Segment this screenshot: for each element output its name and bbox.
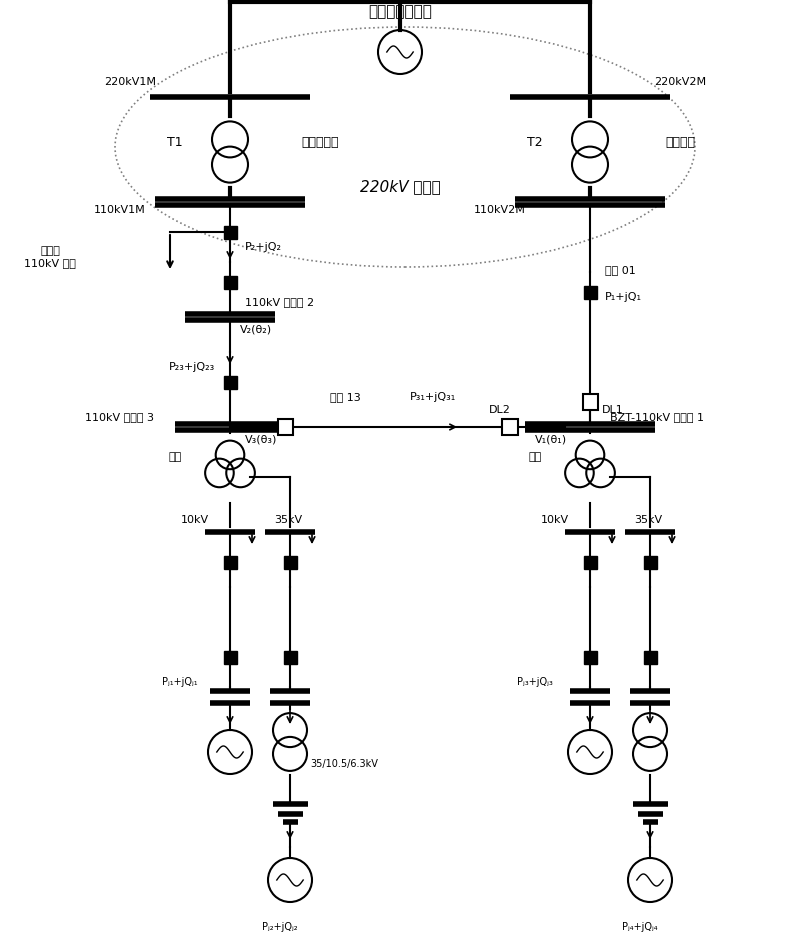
Text: 110kV 变电站 2: 110kV 变电站 2 <box>245 297 314 307</box>
Text: 220kV1M: 220kV1M <box>104 77 156 87</box>
Bar <box>223 556 237 568</box>
Text: 110kV 变电站 3: 110kV 变电站 3 <box>85 412 154 422</box>
Text: 各川电源侧: 各川电源侧 <box>302 135 338 149</box>
Text: 35/10.5/6.3kV: 35/10.5/6.3kV <box>310 759 378 769</box>
Bar <box>582 394 598 409</box>
Bar <box>283 556 297 568</box>
Text: 主变: 主变 <box>528 452 542 462</box>
Text: 35kV: 35kV <box>274 515 302 525</box>
Bar <box>283 650 297 664</box>
Text: 到其它
110kV 系统: 到其它 110kV 系统 <box>24 247 76 268</box>
Bar <box>583 650 597 664</box>
Text: 10kV: 10kV <box>541 515 569 525</box>
Text: Pⱼ₁+jQⱼ₁: Pⱼ₁+jQⱼ₁ <box>162 677 198 687</box>
Text: BZT-110kV 变电站 1: BZT-110kV 变电站 1 <box>610 412 704 422</box>
Bar <box>223 226 237 239</box>
Bar <box>223 275 237 288</box>
Text: DL1: DL1 <box>602 405 624 415</box>
Text: V₃(θ₃): V₃(θ₃) <box>245 434 278 444</box>
Text: P₃₁+jQ₃₁: P₃₁+jQ₃₁ <box>410 392 456 402</box>
Text: Pⱼ₂+jQⱼ₂: Pⱼ₂+jQⱼ₂ <box>262 922 298 932</box>
Text: 35kV: 35kV <box>634 515 662 525</box>
Bar <box>643 650 657 664</box>
Text: 10kV: 10kV <box>181 515 209 525</box>
Bar <box>583 286 597 299</box>
Text: V₁(θ₁): V₁(θ₁) <box>535 434 567 444</box>
Text: 线路 01: 线路 01 <box>605 265 636 275</box>
Text: 主电源侧: 主电源侧 <box>665 135 695 149</box>
Text: 线路 13: 线路 13 <box>330 392 361 402</box>
Text: 主变: 主变 <box>168 452 182 462</box>
Text: 某省电网主系统: 某省电网主系统 <box>368 5 432 19</box>
Text: T2: T2 <box>527 135 543 149</box>
Text: 220kV2M: 220kV2M <box>654 77 706 87</box>
Text: 110kV1M: 110kV1M <box>94 205 146 215</box>
Bar <box>223 650 237 664</box>
Text: 220kV 变电站: 220kV 变电站 <box>360 180 440 194</box>
Text: P₂+jQ₂: P₂+jQ₂ <box>245 242 282 252</box>
Bar <box>502 420 518 434</box>
Text: 110kV2M: 110kV2M <box>474 205 526 215</box>
Bar <box>223 375 237 388</box>
Bar <box>278 420 293 434</box>
Text: P₁+jQ₁: P₁+jQ₁ <box>605 292 642 302</box>
Bar <box>583 556 597 568</box>
Text: V₂(θ₂): V₂(θ₂) <box>240 325 272 335</box>
Text: P₂₃+jQ₂₃: P₂₃+jQ₂₃ <box>169 362 215 372</box>
Text: Pⱼ₃+jQⱼ₃: Pⱼ₃+jQⱼ₃ <box>517 677 553 687</box>
Bar <box>643 556 657 568</box>
Text: DL2: DL2 <box>489 405 511 415</box>
Text: T1: T1 <box>167 135 183 149</box>
Text: Pⱼ₄+jQⱼ₄: Pⱼ₄+jQⱼ₄ <box>622 922 658 932</box>
